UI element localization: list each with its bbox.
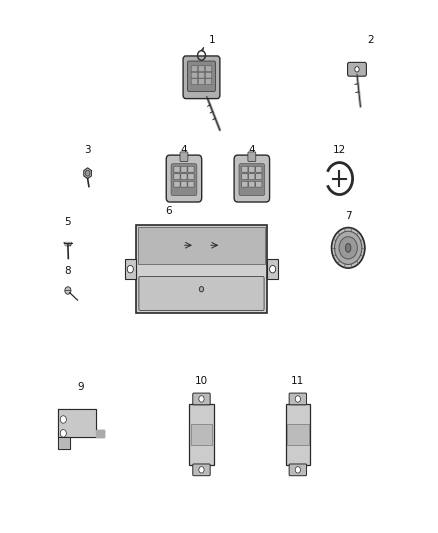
FancyBboxPatch shape bbox=[249, 174, 255, 180]
FancyBboxPatch shape bbox=[198, 66, 205, 71]
Text: 3: 3 bbox=[84, 144, 91, 155]
FancyBboxPatch shape bbox=[125, 259, 136, 279]
FancyBboxPatch shape bbox=[289, 393, 307, 405]
FancyBboxPatch shape bbox=[136, 225, 267, 313]
FancyBboxPatch shape bbox=[180, 152, 188, 161]
Circle shape bbox=[295, 395, 300, 402]
FancyBboxPatch shape bbox=[234, 155, 269, 202]
Text: 8: 8 bbox=[64, 265, 71, 276]
Polygon shape bbox=[84, 168, 92, 179]
FancyBboxPatch shape bbox=[174, 166, 180, 172]
FancyBboxPatch shape bbox=[183, 56, 220, 99]
Polygon shape bbox=[64, 243, 72, 246]
FancyBboxPatch shape bbox=[188, 166, 194, 172]
FancyBboxPatch shape bbox=[189, 404, 214, 465]
Text: 9: 9 bbox=[78, 382, 85, 392]
Text: 11: 11 bbox=[291, 376, 304, 386]
Circle shape bbox=[127, 265, 133, 273]
Polygon shape bbox=[96, 431, 104, 437]
FancyBboxPatch shape bbox=[187, 61, 215, 92]
FancyBboxPatch shape bbox=[287, 424, 309, 445]
Text: 7: 7 bbox=[345, 211, 352, 221]
Circle shape bbox=[199, 287, 204, 292]
FancyBboxPatch shape bbox=[248, 152, 256, 161]
FancyBboxPatch shape bbox=[188, 174, 194, 180]
FancyBboxPatch shape bbox=[139, 277, 264, 310]
FancyBboxPatch shape bbox=[193, 464, 210, 475]
Polygon shape bbox=[58, 409, 104, 437]
FancyBboxPatch shape bbox=[181, 174, 187, 180]
FancyBboxPatch shape bbox=[256, 174, 262, 180]
FancyBboxPatch shape bbox=[205, 66, 212, 71]
FancyBboxPatch shape bbox=[166, 155, 201, 202]
Circle shape bbox=[339, 237, 357, 259]
Ellipse shape bbox=[346, 244, 351, 252]
FancyBboxPatch shape bbox=[198, 78, 205, 84]
Text: 1: 1 bbox=[209, 35, 216, 45]
Text: 5: 5 bbox=[64, 216, 71, 227]
FancyBboxPatch shape bbox=[242, 174, 248, 180]
Text: 4: 4 bbox=[180, 144, 187, 155]
Text: 12: 12 bbox=[333, 144, 346, 155]
FancyBboxPatch shape bbox=[242, 181, 248, 187]
FancyBboxPatch shape bbox=[348, 62, 366, 76]
Circle shape bbox=[335, 231, 362, 264]
FancyBboxPatch shape bbox=[191, 424, 212, 445]
FancyBboxPatch shape bbox=[286, 404, 310, 465]
FancyBboxPatch shape bbox=[198, 72, 205, 78]
Text: 2: 2 bbox=[367, 35, 374, 45]
FancyBboxPatch shape bbox=[174, 181, 180, 187]
Circle shape bbox=[65, 287, 71, 294]
Circle shape bbox=[85, 170, 90, 176]
FancyBboxPatch shape bbox=[174, 174, 180, 180]
Circle shape bbox=[60, 416, 67, 423]
FancyBboxPatch shape bbox=[242, 166, 248, 172]
FancyBboxPatch shape bbox=[138, 227, 265, 264]
Circle shape bbox=[60, 430, 67, 437]
Circle shape bbox=[199, 467, 204, 473]
Circle shape bbox=[269, 265, 276, 273]
Polygon shape bbox=[58, 437, 70, 449]
FancyBboxPatch shape bbox=[191, 72, 198, 78]
Text: 6: 6 bbox=[165, 206, 172, 216]
FancyBboxPatch shape bbox=[191, 78, 198, 84]
FancyBboxPatch shape bbox=[205, 72, 212, 78]
FancyBboxPatch shape bbox=[181, 166, 187, 172]
Circle shape bbox=[199, 395, 204, 402]
FancyBboxPatch shape bbox=[239, 164, 265, 196]
Circle shape bbox=[295, 467, 300, 473]
FancyBboxPatch shape bbox=[171, 164, 197, 196]
FancyBboxPatch shape bbox=[249, 166, 255, 172]
FancyBboxPatch shape bbox=[267, 259, 278, 279]
FancyBboxPatch shape bbox=[256, 181, 262, 187]
FancyBboxPatch shape bbox=[289, 464, 307, 475]
FancyBboxPatch shape bbox=[191, 66, 198, 71]
Circle shape bbox=[332, 228, 365, 268]
Circle shape bbox=[355, 67, 359, 72]
FancyBboxPatch shape bbox=[205, 78, 212, 84]
FancyBboxPatch shape bbox=[249, 181, 255, 187]
FancyBboxPatch shape bbox=[256, 166, 262, 172]
FancyBboxPatch shape bbox=[188, 181, 194, 187]
FancyBboxPatch shape bbox=[181, 181, 187, 187]
Text: 4: 4 bbox=[248, 144, 255, 155]
Text: 10: 10 bbox=[195, 376, 208, 386]
FancyBboxPatch shape bbox=[193, 393, 210, 405]
